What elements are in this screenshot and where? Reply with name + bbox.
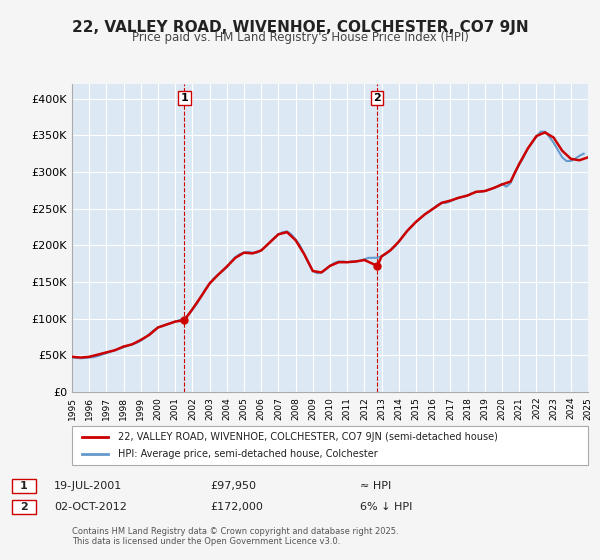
Text: HPI: Average price, semi-detached house, Colchester: HPI: Average price, semi-detached house,…: [118, 449, 378, 459]
Text: 02-OCT-2012: 02-OCT-2012: [54, 502, 127, 512]
Text: 19-JUL-2001: 19-JUL-2001: [54, 481, 122, 491]
Text: 2: 2: [20, 502, 28, 512]
Text: ≈ HPI: ≈ HPI: [360, 481, 391, 491]
Text: 22, VALLEY ROAD, WIVENHOE, COLCHESTER, CO7 9JN (semi-detached house): 22, VALLEY ROAD, WIVENHOE, COLCHESTER, C…: [118, 432, 499, 442]
Text: Price paid vs. HM Land Registry's House Price Index (HPI): Price paid vs. HM Land Registry's House …: [131, 31, 469, 44]
Text: 1: 1: [20, 481, 28, 491]
Text: £172,000: £172,000: [210, 502, 263, 512]
Text: 6% ↓ HPI: 6% ↓ HPI: [360, 502, 412, 512]
Text: 22, VALLEY ROAD, WIVENHOE, COLCHESTER, CO7 9JN: 22, VALLEY ROAD, WIVENHOE, COLCHESTER, C…: [71, 20, 529, 35]
Text: Contains HM Land Registry data © Crown copyright and database right 2025.
This d: Contains HM Land Registry data © Crown c…: [72, 526, 398, 546]
FancyBboxPatch shape: [72, 426, 588, 465]
Text: 2: 2: [373, 93, 381, 103]
Text: 1: 1: [181, 93, 188, 103]
Text: £97,950: £97,950: [210, 481, 256, 491]
